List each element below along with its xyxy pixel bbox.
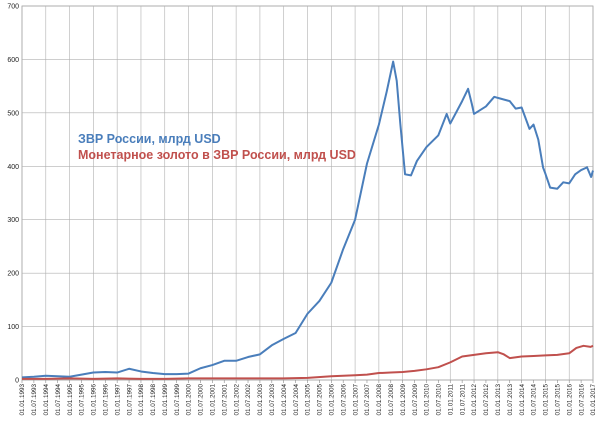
x-tick-label: 01.07.2006 [340, 384, 347, 416]
x-tick-label: 01.07.1993 [31, 384, 38, 416]
x-tick-label: 01.01.2011 [447, 384, 454, 416]
x-tick-label: 01.07.1997 [126, 384, 133, 416]
x-tick-label: 01.07.2001 [221, 384, 228, 416]
x-tick-label: 01.07.1995 [79, 384, 86, 416]
x-tick-label: 01.07.2016 [578, 384, 585, 416]
legend-entry-reserves: ЗВР России, млрд USD [78, 132, 221, 146]
x-tick-label: 01.07.2013 [507, 384, 514, 416]
y-tick-label: 300 [7, 217, 19, 224]
x-tick-label: 01.01.2008 [376, 384, 383, 416]
x-tick-label: 01.07.2008 [388, 384, 395, 416]
x-tick-label: 01.01.1998 [138, 384, 145, 416]
x-tick-label: 01.01.2006 [328, 384, 335, 416]
x-tick-label: 01.01.2001 [210, 384, 217, 416]
x-tick-label: 01.01.2005 [305, 384, 312, 416]
x-tick-label: 01.01.2014 [519, 384, 526, 416]
x-tick-label: 01.07.2004 [293, 384, 300, 416]
x-tick-label: 01.07.2010 [436, 384, 443, 416]
x-tick-label: 01.01.1995 [67, 384, 74, 416]
x-tick-label: 01.01.2000 [186, 384, 193, 416]
x-tick-label: 01.01.2016 [566, 384, 573, 416]
x-tick-label: 01.01.2013 [495, 384, 502, 416]
x-tick-label: 01.01.1999 [162, 384, 169, 416]
series-line-gold [22, 344, 594, 380]
x-tick-label: 01.01.1997 [114, 384, 121, 416]
x-tick-label: 01.07.2002 [245, 384, 252, 416]
y-tick-label: 400 [7, 164, 19, 171]
y-tick-label: 100 [7, 324, 19, 331]
x-tick-label: 01.01.2002 [233, 384, 240, 416]
x-tick-label: 01.07.2011 [459, 384, 466, 416]
x-tick-label: 01.07.2015 [555, 384, 562, 416]
y-tick-label: 600 [7, 57, 19, 64]
x-tick-label: 01.07.1999 [174, 384, 181, 416]
x-tick-label: 01.07.2000 [198, 384, 205, 416]
x-tick-label: 01.01.2012 [471, 384, 478, 416]
x-tick-label: 01.07.2007 [364, 384, 371, 416]
x-tick-label: 01.01.2017 [590, 384, 597, 416]
x-tick-label: 01.01.1993 [19, 384, 26, 416]
x-tick-label: 01.01.2015 [543, 384, 550, 416]
x-tick-label: 01.07.1994 [55, 384, 62, 416]
x-tick-label: 01.01.2004 [281, 384, 288, 416]
x-tick-label: 01.07.1998 [150, 384, 157, 416]
x-tick-label: 01.01.2009 [400, 384, 407, 416]
y-tick-label: 0 [15, 378, 19, 385]
x-tick-label: 01.01.2007 [352, 384, 359, 416]
x-tick-label: 01.01.2003 [257, 384, 264, 416]
y-tick-label: 200 [7, 271, 19, 278]
series-lines [21, 60, 594, 380]
x-tick-label: 01.07.1996 [102, 384, 109, 416]
x-tick-label: 01.07.2009 [412, 384, 419, 416]
x-tick-label: 01.01.2010 [424, 384, 431, 416]
x-tick-label: 01.01.1994 [43, 384, 50, 416]
legend: ЗВР России, млрд USD Монетарное золото в… [78, 132, 356, 162]
legend-entry-gold: Монетарное золото в ЗВР России, млрд USD [78, 148, 356, 162]
x-tick-label: 01.07.2003 [269, 384, 276, 416]
x-tick-label: 01.07.2005 [317, 384, 324, 416]
series-line-reserves [21, 60, 594, 379]
y-tick-label: 500 [7, 110, 19, 117]
x-tick-label: 01.07.2014 [531, 384, 538, 416]
x-tick-label: 01.01.1996 [91, 384, 98, 416]
x-axis: 01.01.1993 01.07.1993 01.01.1994 01.07.1994… [19, 380, 597, 416]
y-tick-label: 700 [7, 4, 19, 11]
y-axis: 0 100 200 300 400 500 600 700 [7, 4, 19, 385]
x-tick-label: 01.07.2012 [483, 384, 490, 416]
